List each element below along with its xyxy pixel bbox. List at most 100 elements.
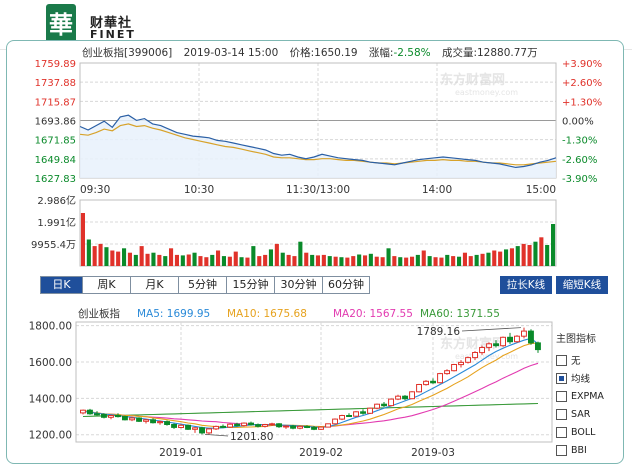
candle-body	[521, 330, 527, 337]
volume-bar	[545, 245, 550, 266]
indicator-option-0[interactable]: 无	[556, 351, 626, 369]
intraday-y-tick-left: 1759.89	[35, 59, 76, 70]
intraday-chart: 1759.89 +3.90% 1737.88 +2.60% 1715.87 +1.30% 1…	[35, 59, 603, 196]
volume-chart: 2.986亿 1.991亿 9955.4万	[31, 194, 557, 267]
volume-bar	[410, 256, 415, 266]
low-annotation-label: 1201.80	[230, 431, 273, 443]
volume-bar	[286, 254, 291, 266]
indicator-option-3[interactable]: SAR	[556, 405, 626, 423]
intraday-x-tick: 15:00	[526, 184, 556, 196]
volume-bar	[327, 256, 332, 266]
volume-bar	[110, 250, 115, 266]
low-annotation-line	[204, 433, 229, 437]
candle-body	[101, 413, 107, 418]
volume-bar	[151, 252, 156, 266]
volume-bar	[486, 252, 491, 266]
indicator-option-1[interactable]: 均线	[556, 369, 626, 387]
period-tab-4[interactable]: 15分钟	[226, 276, 274, 294]
watermark-en: eastmoney.com	[455, 88, 518, 97]
period-tab-1[interactable]: 周K	[82, 276, 130, 294]
volume-bar	[169, 248, 174, 266]
change-value: -2.58%	[393, 47, 431, 59]
volume-bar	[498, 251, 503, 266]
volume-bar	[86, 239, 91, 266]
candle-body	[213, 425, 220, 430]
volume-bar	[280, 252, 285, 266]
candle-body	[255, 424, 262, 427]
volume-bar	[92, 246, 97, 266]
indicator-checkbox-icon[interactable]	[556, 426, 567, 438]
intraday-y-tick-left: 1693.86	[35, 117, 76, 128]
candle-body	[423, 380, 430, 386]
volume-bar	[251, 246, 256, 266]
period-tab-6[interactable]: 60分钟	[322, 276, 370, 294]
kline-title: 创业板指	[78, 307, 120, 320]
high-annotation-line	[461, 327, 522, 332]
indicator-option-4[interactable]: BOLL	[556, 423, 626, 441]
volume-bar	[439, 257, 444, 266]
candle-body	[108, 415, 114, 418]
kline-chart: 创业板指 MA5: 1699.95 MA10: 1675.68 MA20: 1567.…	[29, 307, 553, 459]
indicator-checkbox-icon[interactable]	[556, 408, 567, 420]
volume-bar	[157, 254, 162, 266]
candle-body	[297, 425, 304, 429]
indicator-label: EXPMA	[571, 390, 604, 402]
candle-body	[360, 411, 367, 414]
volume-bar	[427, 256, 432, 266]
volume-bar	[504, 249, 509, 266]
candle-body	[444, 370, 451, 375]
candle-body	[500, 336, 507, 347]
volume-field: 成交量:12880.77万	[442, 47, 538, 59]
stretch-kline-button[interactable]: 拉长K线	[500, 276, 552, 294]
candle-body	[318, 426, 325, 430]
kline-legend-3: MA60: 1371.55	[420, 308, 500, 320]
volume-y-tick: 1.991亿	[37, 216, 76, 229]
indicator-checkbox-icon[interactable]	[556, 390, 567, 402]
volume-bar	[421, 250, 426, 266]
volume-bar	[210, 254, 215, 266]
period-tab-5[interactable]: 30分钟	[274, 276, 322, 294]
candle-body	[199, 427, 206, 434]
period-tab-3[interactable]: 5分钟	[178, 276, 226, 294]
volume-label: 成交量:	[441, 47, 477, 59]
indicator-option-5[interactable]: BBI	[556, 441, 626, 459]
volume-bar	[145, 253, 150, 266]
candle-body	[325, 423, 332, 428]
indicator-checkbox-icon[interactable]	[556, 354, 567, 366]
volume-bar	[363, 255, 368, 266]
volume-bar	[192, 252, 197, 266]
intraday-y-tick-left: 1627.83	[35, 174, 76, 185]
volume-bar	[98, 243, 103, 266]
shorten-kline-button[interactable]: 缩短K线	[556, 276, 608, 294]
volume-bar	[274, 243, 279, 266]
volume-bar	[221, 256, 226, 266]
intraday-y-tick-right: -3.90%	[562, 174, 597, 185]
intraday-x-tick: 11:30/13:00	[286, 184, 350, 196]
volume-bar	[339, 257, 344, 266]
indicator-option-2[interactable]: EXPMA	[556, 387, 626, 405]
indicator-checkbox-icon[interactable]	[556, 372, 567, 384]
intraday-x-tick: 10:30	[184, 184, 214, 196]
candle-body	[374, 403, 381, 409]
intraday-y-tick-right: +3.90%	[562, 59, 602, 70]
volume-bar	[315, 255, 320, 266]
candle-body	[234, 423, 241, 427]
candle-body	[395, 395, 402, 400]
volume-bar	[345, 257, 350, 266]
candle-body	[129, 417, 136, 421]
candle-body	[269, 423, 276, 426]
intraday-x-tick: 09:30	[80, 184, 110, 196]
indicator-label: 均线	[571, 374, 591, 385]
candle-body	[402, 395, 409, 400]
chart-frame	[6, 40, 624, 464]
kline-legend-2: MA20: 1567.55	[333, 308, 413, 320]
indicator-panel-title: 主图指标	[556, 334, 596, 345]
period-tab-0[interactable]: 日K	[40, 276, 82, 294]
logo-char: 華	[49, 11, 73, 39]
indicator-checkbox-icon[interactable]	[556, 444, 567, 456]
period-tab-2[interactable]: 月K	[130, 276, 178, 294]
candle-body	[430, 380, 437, 384]
volume-bar	[357, 254, 362, 266]
candle-body	[339, 415, 346, 420]
